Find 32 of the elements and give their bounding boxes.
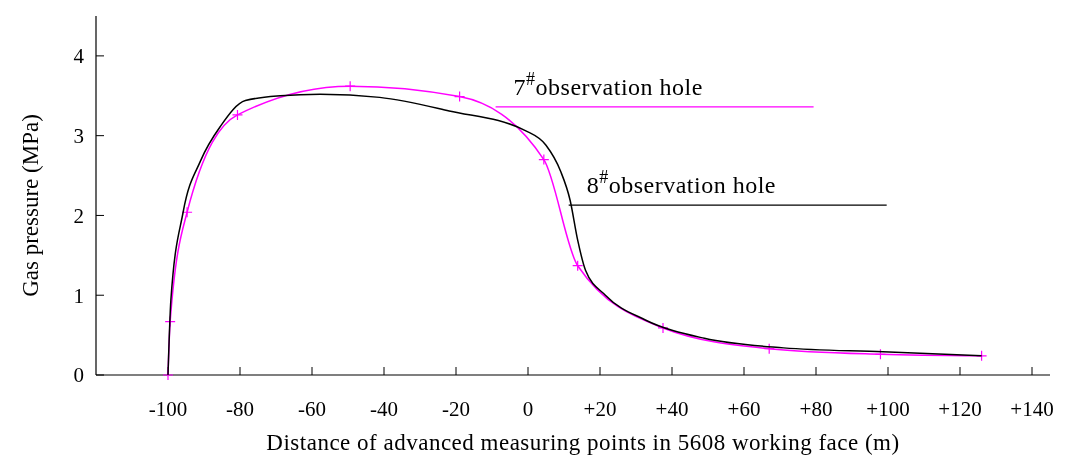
x-tick-label: +80 <box>799 397 833 421</box>
x-tick-label: -60 <box>298 397 326 421</box>
x-axis-title: Distance of advanced measuring points in 5608 working face (m) <box>266 430 900 455</box>
x-tick-label: -20 <box>442 397 470 421</box>
y-tick-label: 0 <box>73 363 84 388</box>
point <box>763 343 775 355</box>
x-tick-label: +100 <box>866 397 910 421</box>
x-tick-label: -100 <box>148 397 188 421</box>
point <box>454 90 466 103</box>
point <box>181 206 193 218</box>
annotation: 8$^{#}$observation hole <box>586 167 776 199</box>
point <box>231 109 244 121</box>
x-tick-label: +20 <box>583 397 617 421</box>
y-tick-label: 2 <box>73 203 84 228</box>
y-axis-title: Gas pressure (MPa) <box>18 114 43 297</box>
y-tick-label: 1 <box>73 283 84 308</box>
point <box>657 322 669 334</box>
point <box>572 260 584 272</box>
x-tick-label: -40 <box>370 397 398 421</box>
x-tick-label: +60 <box>727 397 761 421</box>
y-tick-label: 3 <box>73 124 84 149</box>
point <box>976 350 988 362</box>
x-tick-label: +140 <box>1010 397 1054 421</box>
annotation: 7$^{#}$observation hole <box>513 68 703 100</box>
point <box>874 348 887 360</box>
x-tick-label: +120 <box>938 397 982 421</box>
x-tick-label: 0 <box>522 397 534 421</box>
x-tick-label: +40 <box>655 397 689 421</box>
point <box>344 80 356 92</box>
x-tick-label: -80 <box>226 397 254 421</box>
y-tick-label: 4 <box>73 44 85 69</box>
point <box>538 154 550 166</box>
